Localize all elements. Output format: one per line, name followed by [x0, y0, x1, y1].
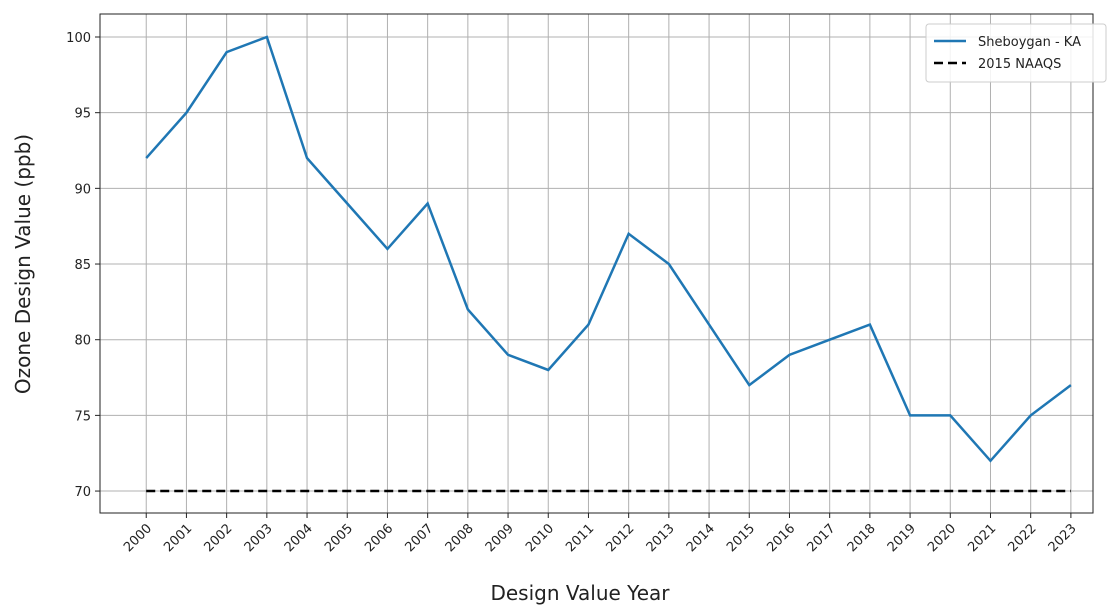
x-tick-label: 2002 — [201, 521, 235, 555]
x-tick-label: 2009 — [483, 521, 517, 555]
x-tick-label: 2023 — [1046, 521, 1080, 555]
x-tick-label: 2001 — [161, 521, 195, 555]
y-tick-label: 90 — [74, 182, 91, 197]
y-tick-label: 100 — [66, 31, 91, 46]
x-tick-label: 2004 — [282, 521, 316, 555]
y-tick-label: 95 — [74, 107, 91, 122]
x-tick-label: 2005 — [322, 521, 356, 555]
x-tick-label: 2020 — [925, 521, 959, 555]
x-tick-label: 2010 — [523, 521, 557, 555]
x-tick-label: 2008 — [443, 521, 477, 555]
y-tick-label: 85 — [74, 258, 91, 273]
x-tick-label: 2006 — [362, 521, 396, 555]
x-tick-label: 2018 — [845, 521, 879, 555]
legend-label: Sheboygan - KA — [978, 35, 1081, 50]
x-tick-label: 2015 — [724, 521, 758, 555]
x-tick-label: 2014 — [684, 521, 718, 555]
x-tick-label: 2000 — [121, 521, 155, 555]
x-tick-label: 2019 — [885, 521, 919, 555]
x-axis-label: Design Value Year — [490, 581, 670, 605]
legend-label: 2015 NAAQS — [978, 57, 1061, 72]
x-tick-label: 2016 — [764, 521, 798, 555]
series-line — [145, 35, 1072, 463]
y-axis-label: Ozone Design Value (ppb) — [11, 134, 35, 394]
y-tick-label: 75 — [74, 409, 91, 424]
x-tick-label: 2011 — [563, 521, 597, 555]
y-tick-label: 70 — [74, 485, 91, 500]
plot-frame — [99, 13, 1094, 514]
x-tick-label: 2021 — [965, 521, 999, 555]
y-tick-label: 80 — [74, 334, 91, 349]
x-tick-label: 2022 — [1006, 521, 1040, 555]
x-tick-label: 2003 — [242, 521, 276, 555]
x-tick-label: 2012 — [603, 521, 637, 555]
x-tick-label: 2007 — [402, 521, 436, 555]
legend-box — [925, 23, 1107, 83]
x-tick-label: 2017 — [804, 521, 838, 555]
x-tick-label: 2013 — [644, 521, 678, 555]
